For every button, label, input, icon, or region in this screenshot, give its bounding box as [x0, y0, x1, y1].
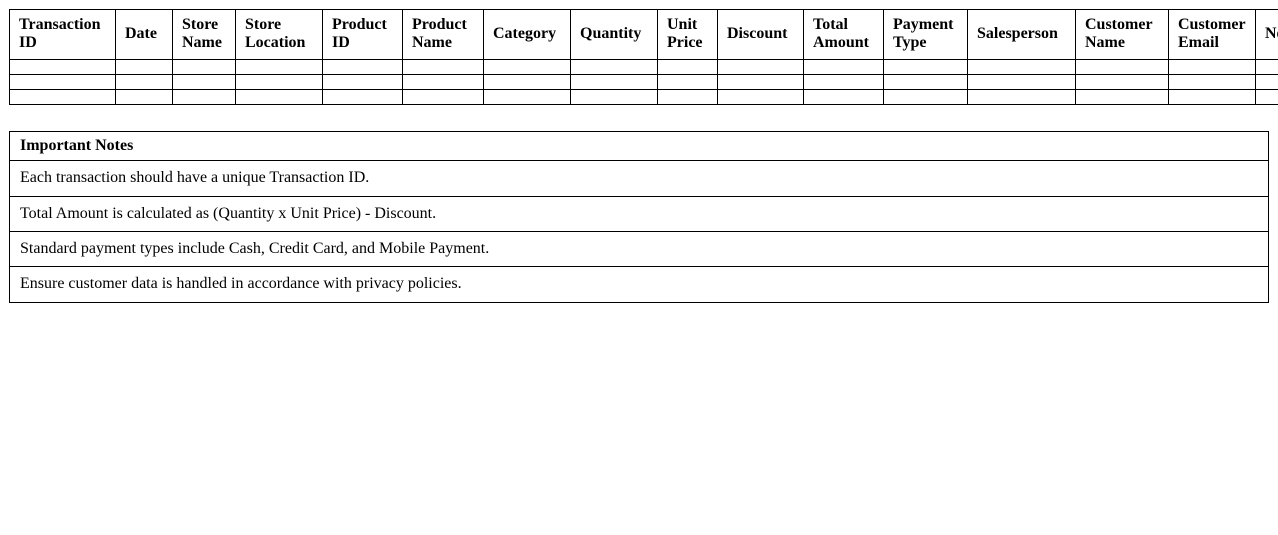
empty-cell [9, 88, 116, 105]
notes-title: Important Notes [9, 130, 1269, 162]
empty-cell [803, 88, 884, 105]
note-item: Standard payment types include Cash, Cre… [9, 230, 1269, 268]
empty-cell [172, 88, 236, 105]
column-header-quantity: Quantity [570, 9, 658, 60]
note-row: Ensure customer data is handled in accor… [9, 266, 1269, 303]
empty-cell [570, 58, 658, 75]
column-header-transaction-id: Transaction ID [9, 9, 116, 60]
empty-row [9, 88, 1278, 105]
transactions-empty-rows [9, 58, 1278, 105]
empty-cell [1255, 58, 1278, 75]
empty-cell [483, 58, 571, 75]
note-item: Total Amount is calculated as (Quantity … [9, 195, 1269, 232]
empty-cell [9, 73, 116, 90]
column-header-unit-price: Unit Price [657, 9, 718, 60]
empty-cell [1075, 73, 1169, 90]
empty-cell [1075, 58, 1169, 75]
empty-cell [1168, 88, 1256, 105]
empty-cell [322, 58, 403, 75]
empty-cell [322, 73, 403, 90]
empty-cell [717, 58, 804, 75]
column-header-product-id: Product ID [322, 9, 403, 60]
note-item: Ensure customer data is handled in accor… [9, 266, 1269, 303]
column-header-product-name: Product Name [402, 9, 484, 60]
page-content: Transaction ID Date Store Name Store Loc… [9, 9, 1278, 303]
empty-cell [803, 58, 884, 75]
empty-cell [1168, 73, 1256, 90]
empty-cell [883, 58, 968, 75]
empty-cell [172, 58, 236, 75]
empty-cell [967, 73, 1076, 90]
note-row: Standard payment types include Cash, Cre… [9, 230, 1269, 268]
column-header-total-amount: Total Amount [803, 9, 884, 60]
empty-cell [883, 73, 968, 90]
empty-cell [657, 73, 718, 90]
empty-cell [115, 88, 173, 105]
empty-row [9, 73, 1278, 90]
note-row: Total Amount is calculated as (Quantity … [9, 195, 1269, 232]
empty-cell [1075, 88, 1169, 105]
empty-cell [115, 73, 173, 90]
empty-cell [402, 73, 484, 90]
empty-cell [1168, 58, 1256, 75]
empty-cell [967, 88, 1076, 105]
transactions-header-row: Transaction ID Date Store Name Store Loc… [9, 9, 1278, 60]
empty-cell [172, 73, 236, 90]
empty-cell [322, 88, 403, 105]
empty-cell [115, 58, 173, 75]
column-header-store-name: Store Name [172, 9, 236, 60]
empty-cell [657, 88, 718, 105]
empty-cell [235, 58, 323, 75]
column-header-customer-email: Customer Email [1168, 9, 1256, 60]
empty-cell [803, 73, 884, 90]
column-header-payment-type: Payment Type [883, 9, 968, 60]
empty-cell [570, 88, 658, 105]
empty-cell [402, 88, 484, 105]
note-row: Each transaction should have a unique Tr… [9, 160, 1269, 197]
empty-cell [570, 73, 658, 90]
column-header-date: Date [115, 9, 173, 60]
notes-header-row: Important Notes [9, 130, 1269, 162]
empty-cell [717, 73, 804, 90]
column-header-category: Category [483, 9, 571, 60]
column-header-salesperson: Salesperson [967, 9, 1076, 60]
empty-cell [9, 58, 116, 75]
notes-table: Important Notes Each transaction should … [9, 130, 1269, 303]
column-header-notes: Notes [1255, 9, 1278, 60]
empty-cell [717, 88, 804, 105]
empty-cell [657, 58, 718, 75]
empty-cell [967, 58, 1076, 75]
empty-cell [883, 88, 968, 105]
empty-cell [402, 58, 484, 75]
column-header-discount: Discount [717, 9, 804, 60]
column-header-store-location: Store Location [235, 9, 323, 60]
empty-cell [483, 88, 571, 105]
empty-cell [235, 73, 323, 90]
note-item: Each transaction should have a unique Tr… [9, 160, 1269, 197]
transactions-table: Transaction ID Date Store Name Store Loc… [9, 9, 1278, 105]
empty-row [9, 58, 1278, 75]
column-header-customer-name: Customer Name [1075, 9, 1169, 60]
empty-cell [1255, 88, 1278, 105]
empty-cell [1255, 73, 1278, 90]
empty-cell [235, 88, 323, 105]
empty-cell [483, 73, 571, 90]
